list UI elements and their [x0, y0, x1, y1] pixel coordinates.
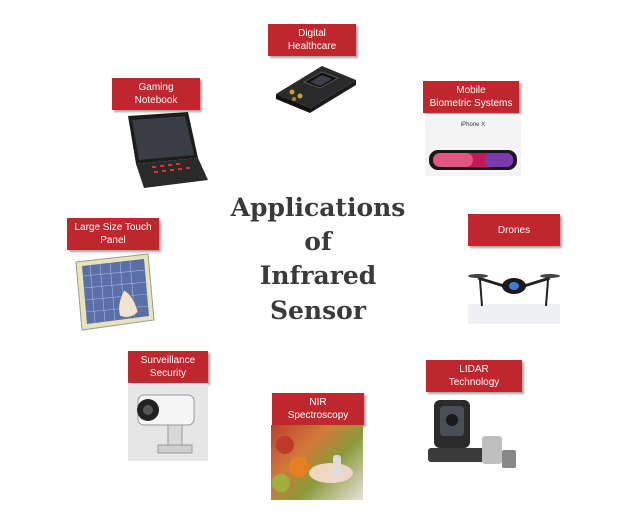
- label-touch-panel: Large Size Touch Panel: [67, 218, 159, 250]
- label-digital-healthcare: Digital Healthcare: [268, 24, 356, 56]
- phone-image: iPhone X: [425, 114, 521, 176]
- label-nir: NIR Spectroscopy: [272, 393, 364, 425]
- phone-caption: iPhone X: [460, 122, 486, 128]
- drone-image: [468, 274, 560, 324]
- label-drones: Drones: [468, 214, 560, 246]
- title-line-2: of: [304, 227, 332, 256]
- touch-panel-image: [75, 253, 155, 331]
- title-line-4: Sensor: [269, 296, 367, 325]
- label-gaming-notebook: Gaming Notebook: [112, 78, 200, 110]
- sensor-chip-image: [276, 66, 356, 113]
- camera-image: [128, 383, 208, 461]
- lidar-image: [428, 400, 516, 468]
- nir-image: [271, 425, 363, 500]
- notebook-image: [128, 112, 208, 188]
- label-lidar: LIDAR Technology: [426, 360, 522, 392]
- label-mobile-biometric: Mobile Biometric Systems: [423, 81, 519, 113]
- label-surveillance: Surveillance Security: [128, 351, 208, 383]
- title-line-3: Infrared: [259, 261, 377, 290]
- title-line-1: Applications: [230, 193, 406, 222]
